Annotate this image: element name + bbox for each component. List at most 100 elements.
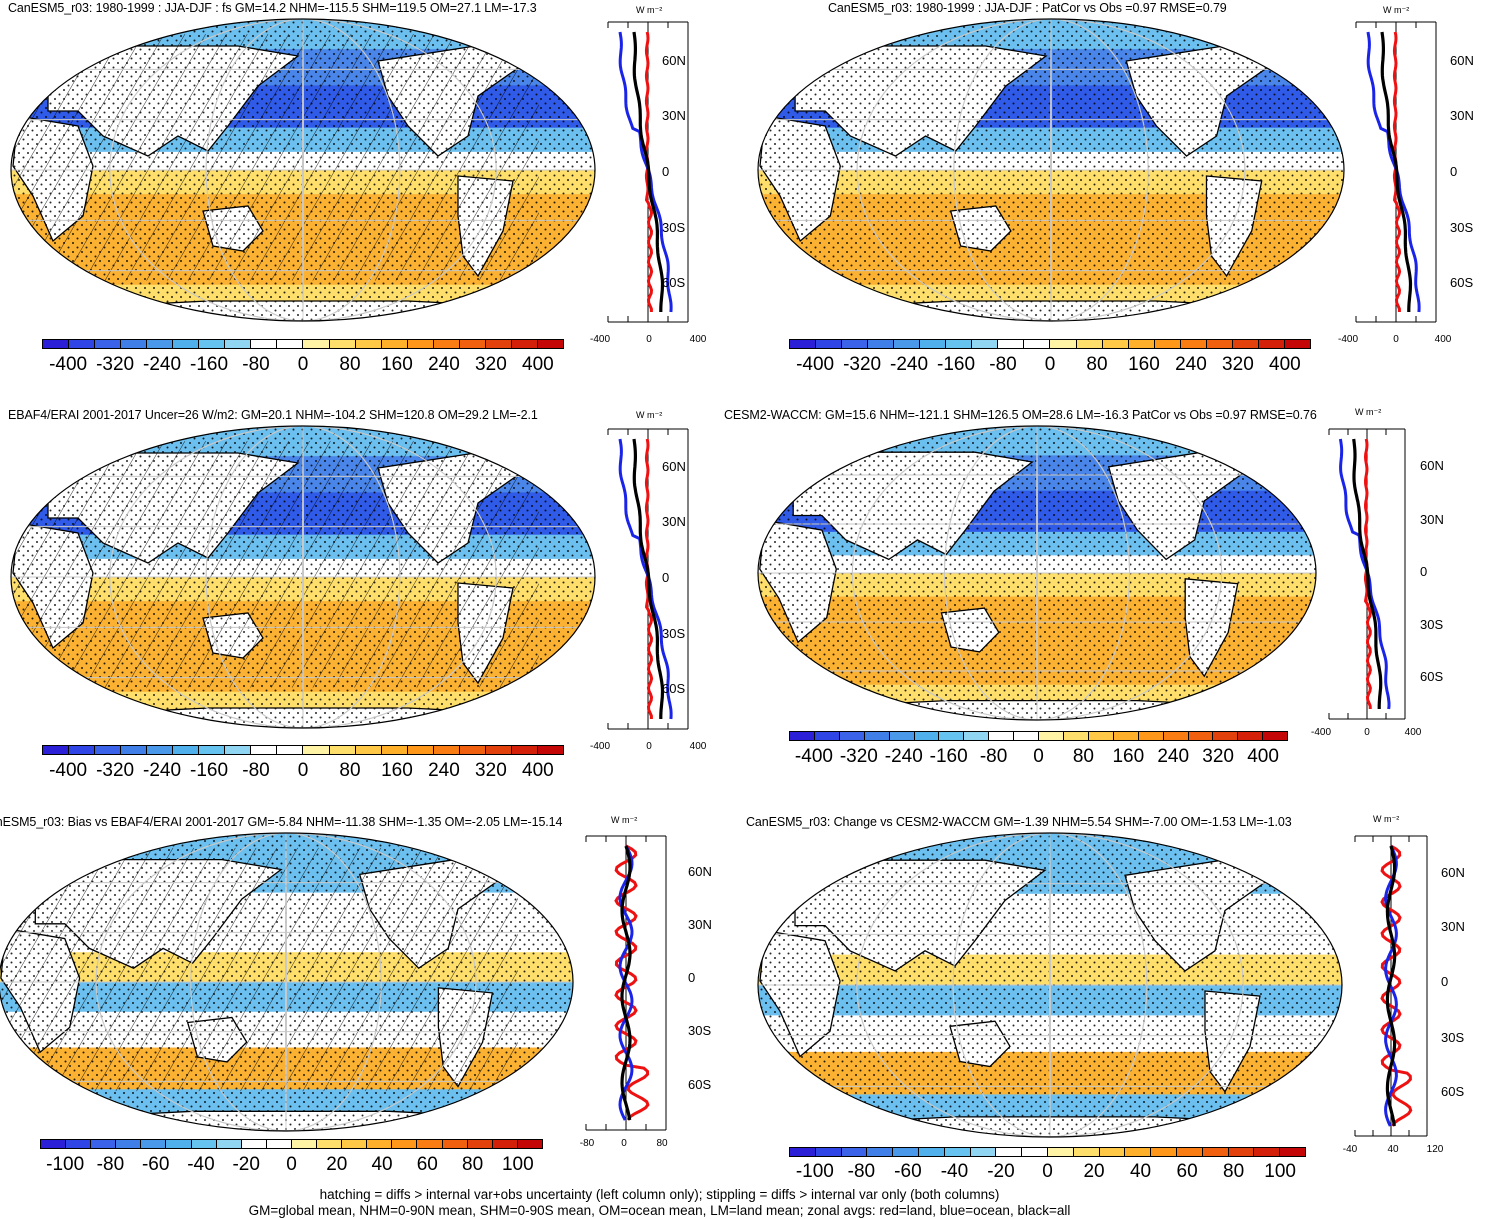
panel-4-colorbar	[789, 731, 1288, 741]
colorbar-swatch	[868, 340, 895, 348]
colorbar-swatch	[918, 1148, 945, 1156]
panel-6-map	[757, 832, 1343, 1138]
panel-5-xtick-0: -80	[579, 1138, 595, 1149]
colorbar-swatch	[989, 732, 1015, 740]
colorbar-swatch	[1024, 340, 1051, 348]
colorbar-swatch	[381, 340, 408, 348]
colorbar-swatch	[1063, 732, 1089, 740]
colorbar-label: 320	[475, 354, 507, 375]
colorbar-swatch	[121, 746, 148, 754]
colorbar-swatch	[841, 1148, 868, 1156]
colorbar-swatch	[972, 340, 999, 348]
panel-4-lat-eq: 0	[1420, 564, 1428, 579]
colorbar-label: 0	[297, 760, 309, 781]
colorbar-label: 80	[339, 760, 361, 781]
panel-1-lat-30n: 30N	[662, 108, 686, 123]
panel-5-colorbar	[40, 1139, 543, 1149]
colorbar-swatch	[970, 1148, 997, 1156]
colorbar-swatch	[241, 1140, 267, 1148]
colorbar-label: -100	[46, 1154, 85, 1175]
colorbar-label: 240	[1157, 746, 1190, 767]
colorbar-swatch	[191, 1140, 217, 1148]
panel-1-colorbar	[42, 339, 564, 349]
colorbar-label: 60	[416, 1154, 438, 1175]
colorbar-swatch	[537, 340, 563, 348]
colorbar-swatch	[225, 340, 252, 348]
colorbar-label: 60	[1176, 1161, 1198, 1182]
colorbar-swatch	[216, 1140, 242, 1148]
colorbar-swatch	[277, 340, 304, 348]
colorbar-swatch	[173, 746, 200, 754]
colorbar-swatch	[889, 732, 915, 740]
panel-2-xtick-1: 0	[1393, 334, 1399, 345]
colorbar-swatch	[485, 746, 512, 754]
colorbar-swatch	[166, 1140, 192, 1148]
colorbar-label: -80	[242, 354, 270, 375]
colorbar-swatch	[1232, 340, 1259, 348]
colorbar-label: 400	[522, 354, 554, 375]
panel-3-zonal-profile	[607, 428, 689, 730]
colorbar-swatch	[355, 746, 382, 754]
colorbar-swatch	[839, 732, 865, 740]
colorbar-swatch	[1202, 1148, 1229, 1156]
colorbar-swatch	[511, 746, 538, 754]
colorbar-swatch	[1076, 340, 1103, 348]
panel-3-units: W m⁻²	[636, 410, 663, 420]
colorbar-label: -240	[884, 746, 923, 767]
panel-6-colorbar	[789, 1147, 1306, 1157]
colorbar-swatch	[1151, 1148, 1177, 1156]
panel-4-map	[757, 425, 1317, 721]
panel-2-map	[757, 18, 1345, 322]
panel-3-xtick-0: -400	[589, 741, 611, 752]
colorbar-swatch	[790, 1148, 816, 1156]
colorbar-label: 320	[1222, 354, 1254, 375]
colorbar-label: -160	[190, 354, 229, 375]
panel-6-lat-30s: 30S	[1441, 1030, 1465, 1045]
panel-6-lat-30n: 30N	[1441, 919, 1465, 934]
panel-3-lat-60n: 60N	[662, 459, 686, 474]
colorbar-label: -320	[96, 760, 135, 781]
footer-line-2: GM=global mean, NHM=0-90N mean, SHM=0-90…	[248, 1203, 1071, 1218]
panel-4-xtick-2: 400	[1404, 727, 1422, 738]
colorbar-swatch	[367, 1140, 393, 1148]
panel-6-lat-60s: 60S	[1441, 1084, 1465, 1099]
colorbar-swatch	[1138, 732, 1164, 740]
colorbar-swatch	[842, 340, 869, 348]
colorbar-swatch	[1284, 340, 1310, 348]
colorbar-swatch	[1073, 1148, 1100, 1156]
colorbar-label: -40	[187, 1154, 215, 1175]
colorbar-swatch	[407, 746, 434, 754]
colorbar-swatch	[1014, 732, 1040, 740]
panel-6-units: W m⁻²	[1373, 814, 1400, 824]
colorbar-label: 160	[1128, 354, 1160, 375]
colorbar-swatch	[517, 1140, 542, 1148]
colorbar-swatch	[342, 1140, 368, 1148]
panel-5-lat-60s: 60S	[688, 1077, 712, 1092]
panel-2-lat-eq: 0	[1450, 164, 1458, 179]
colorbar-swatch	[417, 1140, 443, 1148]
colorbar-label: -80	[989, 354, 1017, 375]
colorbar-swatch	[1263, 732, 1288, 740]
colorbar-swatch	[459, 746, 486, 754]
colorbar-label: 0	[286, 1154, 297, 1175]
colorbar-label: -320	[843, 354, 882, 375]
panel-3-xtick-2: 400	[689, 741, 707, 752]
colorbar-swatch	[485, 340, 512, 348]
colorbar-label: -400	[49, 354, 88, 375]
colorbar-label: 0	[297, 354, 309, 375]
panel-5-zonal-profile	[585, 835, 667, 1131]
colorbar-label: 240	[428, 760, 460, 781]
panel-2-lat-60s: 60S	[1450, 275, 1474, 290]
panel-5-lat-30n: 30N	[688, 917, 712, 932]
colorbar-label: 240	[428, 354, 460, 375]
colorbar-label: -80	[979, 746, 1008, 767]
colorbar-label: -160	[937, 354, 976, 375]
colorbar-swatch	[199, 746, 226, 754]
colorbar-swatch	[867, 1148, 894, 1156]
panel-4-units: W m⁻²	[1355, 407, 1382, 417]
colorbar-label: -20	[987, 1161, 1015, 1182]
colorbar-swatch	[407, 340, 434, 348]
panel-5-xtick-1: 0	[621, 1138, 627, 1149]
colorbar-label: 400	[1269, 354, 1301, 375]
colorbar-swatch	[1113, 732, 1139, 740]
